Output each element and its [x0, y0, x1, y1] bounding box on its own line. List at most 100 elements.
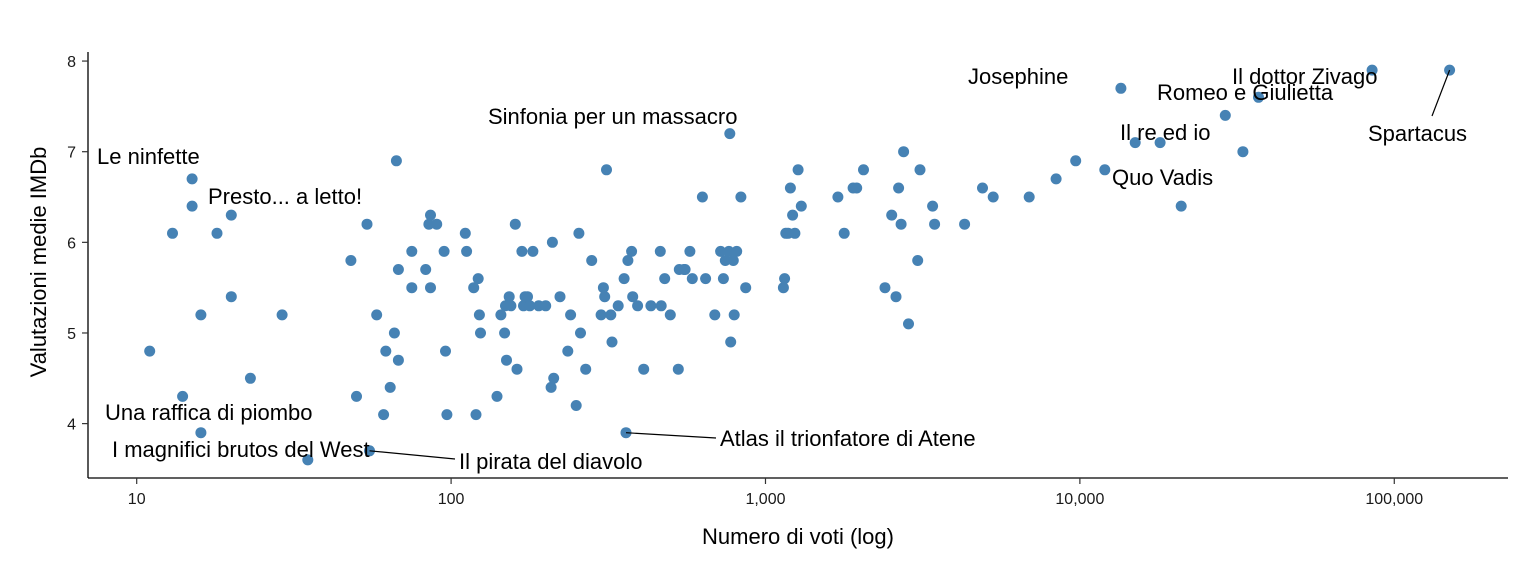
- data-point: [345, 255, 357, 266]
- labelled-data-point: [1115, 82, 1127, 94]
- leader-lines: [369, 69, 1451, 460]
- data-point: [1099, 164, 1111, 176]
- data-point: [851, 182, 863, 194]
- data-point: [524, 300, 536, 312]
- data-point: [858, 164, 869, 176]
- y-tick-label: 4: [67, 417, 76, 434]
- data-point: [929, 218, 941, 230]
- data-point: [406, 282, 418, 294]
- data-point: [601, 164, 612, 176]
- data-point: [618, 273, 630, 285]
- data-point: [491, 390, 503, 402]
- data-point: [167, 227, 178, 239]
- data-point: [606, 336, 618, 348]
- data-point: [440, 345, 451, 357]
- labelled-data-point: [1175, 200, 1187, 212]
- data-point: [709, 309, 721, 321]
- data-point: [472, 273, 484, 285]
- data-point: [597, 282, 609, 294]
- data-point: [540, 300, 552, 312]
- point-label: Il re ed io: [1120, 120, 1211, 145]
- data-point: [686, 273, 698, 285]
- point-label: Presto... a letto!: [208, 184, 362, 209]
- data-point: [715, 245, 727, 257]
- data-point: [789, 227, 801, 239]
- data-point: [1237, 146, 1249, 158]
- data-point: [420, 264, 432, 275]
- data-point: [914, 164, 926, 176]
- data-point: [554, 291, 566, 303]
- point-label: Una raffica di piombo: [105, 400, 313, 425]
- data-point: [573, 227, 585, 239]
- labelled-data-point: [186, 173, 198, 185]
- data-point: [527, 245, 539, 257]
- point-labels: Le ninfette Presto... a letto! Una raffica…: [97, 64, 1467, 474]
- data-point: [475, 327, 486, 339]
- data-point: [468, 282, 480, 294]
- data-point: [777, 282, 789, 294]
- x-tick-label: 100,000: [1365, 491, 1423, 508]
- data-point: [516, 245, 528, 257]
- data-point: [565, 309, 577, 321]
- x-tick-label: 10,000: [1055, 491, 1104, 508]
- data-point: [522, 291, 533, 303]
- data-point: [595, 309, 607, 321]
- x-tick-label: 100: [438, 491, 465, 508]
- data-point: [654, 245, 666, 257]
- data-point: [1219, 109, 1231, 121]
- labelled-data-point: [724, 128, 736, 140]
- data-point: [461, 245, 473, 257]
- data-point: [499, 327, 511, 339]
- data-point: [546, 236, 558, 248]
- point-label: Josephine: [968, 64, 1068, 89]
- y-tick-label: 7: [67, 145, 76, 162]
- data-point: [1050, 173, 1062, 185]
- data-point: [645, 300, 657, 312]
- data-point: [740, 282, 752, 294]
- data-point: [719, 255, 731, 266]
- data-point: [505, 300, 517, 312]
- data-point: [580, 363, 592, 375]
- data-point: [1154, 137, 1166, 149]
- data-point: [441, 409, 453, 421]
- data-point: [425, 282, 436, 294]
- x-tick-label: 1,000: [745, 491, 785, 508]
- point-label: Il pirata del diavolo: [459, 449, 642, 474]
- data-point: [361, 218, 373, 230]
- labelled-data-point: [1253, 91, 1264, 103]
- point-label: I magnifici brutos del West: [112, 437, 370, 462]
- data-point: [731, 245, 743, 257]
- data-point: [912, 255, 924, 266]
- data-point: [959, 218, 971, 230]
- data-point: [406, 245, 418, 257]
- data-point: [879, 282, 891, 294]
- data-point: [511, 363, 523, 375]
- data-point: [728, 309, 740, 321]
- data-point: [612, 300, 624, 312]
- data-point: [392, 264, 404, 275]
- data-point: [787, 209, 799, 221]
- data-point: [632, 300, 644, 312]
- data-point: [570, 400, 582, 411]
- data-point: [1070, 155, 1082, 167]
- data-point: [684, 245, 696, 257]
- data-point: [503, 291, 515, 303]
- data-point: [700, 273, 712, 285]
- data-point: [276, 309, 288, 321]
- data-point: [384, 381, 396, 393]
- data-point: [392, 354, 404, 366]
- x-axis-title: Numero di voti (log): [702, 524, 894, 549]
- data-point: [586, 255, 598, 266]
- data-point: [388, 327, 400, 339]
- data-point: [425, 209, 436, 221]
- point-label: Le ninfette: [97, 144, 200, 169]
- point-label: Sinfonia per un massacro: [488, 104, 737, 129]
- data-point: [351, 390, 362, 402]
- labelled-data-point: [195, 427, 207, 439]
- data-point: [509, 218, 521, 230]
- data-point: [792, 164, 804, 176]
- data-point: [438, 245, 450, 257]
- data-point: [735, 191, 747, 203]
- data-point: [378, 409, 390, 421]
